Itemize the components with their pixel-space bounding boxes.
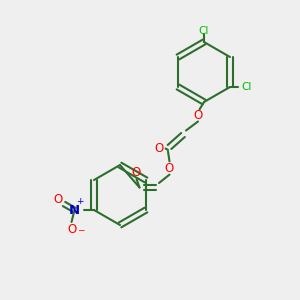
Text: O: O [67,223,76,236]
Text: O: O [165,161,174,175]
Text: +: + [76,197,84,206]
Text: N: N [69,203,80,217]
Text: Cl: Cl [199,26,209,37]
Text: O: O [132,166,141,179]
Text: O: O [194,109,202,122]
Text: O: O [53,193,63,206]
Text: Cl: Cl [241,82,252,92]
Text: O: O [154,142,164,155]
Text: −: − [77,225,84,234]
